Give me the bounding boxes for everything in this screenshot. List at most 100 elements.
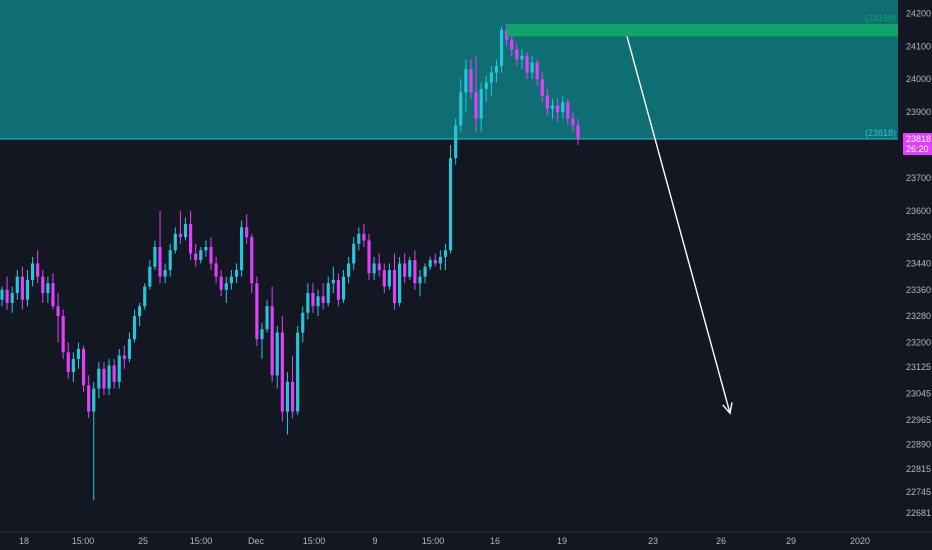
time-tick-label: 2020 [850,536,870,546]
candle-body [219,276,223,290]
candle-body [20,276,24,300]
candle-body [56,306,60,317]
price-tick-label: 23125 [906,362,931,372]
candle-body [36,263,40,277]
candle-body [469,69,473,93]
time-tick-label: 26 [716,536,726,546]
price-tick-label: 24000 [906,74,931,84]
level-label: (23818) [865,128,896,138]
candle-body [5,289,9,303]
blue-zone [0,0,898,140]
candle-body [362,233,366,241]
candle-body [403,263,407,277]
candle-body [566,102,570,119]
candle-body [280,332,284,412]
candle-body [199,250,203,261]
candle-body [41,276,45,294]
candle-body [214,263,218,277]
candle-body [474,92,478,119]
candle-body [357,233,361,244]
candle-body [540,79,544,96]
time-axis[interactable]: 18 15:00 25 15:00 Dec 15:00 9 15:00 16 19 23 26 29 20… [0,531,932,550]
candle-body [326,283,330,303]
price-tick-label: 23360 [906,285,931,295]
candle-body [260,329,264,340]
time-tick-label: 15:00 [303,536,326,546]
candle-body [245,227,249,238]
price-tick-label: 22745 [906,487,931,497]
candle-body [153,247,157,267]
price-tick-label: 23520 [906,232,931,242]
time-tick-label: 18 [19,536,29,546]
candle-body [520,56,524,60]
candle-body [459,92,463,126]
projection-arrow-line [626,36,731,414]
price-tick-label: 23700 [906,173,931,183]
candles-layer [0,23,580,501]
candle-body [408,260,412,277]
candle-body [510,39,514,50]
price-axis-background [898,0,932,550]
time-tick-label: 19 [557,536,567,546]
price-tick-label: 22815 [906,464,931,474]
candle-body [311,293,315,307]
candle-body [255,283,259,340]
candle-body [148,266,152,287]
current-price-countdown: 26:20 [906,144,929,154]
level-label: (24168) [865,13,896,23]
candle-body [194,253,198,261]
candle-body [352,243,356,264]
candle-body [265,306,269,330]
candle-body [209,247,213,264]
candle-body [321,296,325,303]
candle-body [102,368,106,389]
zones-layer [0,0,898,140]
candle-body [163,270,167,277]
candle-body [15,276,19,294]
candle-body [499,29,504,66]
candle-body [525,56,529,73]
candle-body [535,62,539,80]
candle-body [285,381,290,412]
candle-body [122,355,126,359]
projection-arrowhead [722,402,733,415]
candle-body [301,312,305,333]
price-axis[interactable]: 24200 24100 24000 23900 23700 23600 23520 23440… [898,0,932,550]
current-price-value: 23818 [906,134,931,144]
candle-body [270,306,274,376]
candle-body [25,279,30,300]
price-tick-label: 22890 [906,439,931,449]
price-tick-label: 23440 [906,258,931,268]
price-tick-label: 24200 [906,8,931,18]
candle-body [484,82,488,90]
candle-body [81,349,86,386]
candle-body [189,223,193,254]
price-tick-label: 24100 [906,41,931,51]
time-tick-label: 29 [786,536,796,546]
candle-body [413,260,417,284]
price-tick-label: 22681 [906,508,931,518]
candle-body [97,368,101,389]
candle-body [438,256,442,264]
candle-body [204,247,208,251]
candle-body [76,349,81,359]
time-axis-background [0,532,932,550]
candle-body [239,227,244,271]
candle-body [571,118,575,126]
candle-body [296,332,300,412]
candle-body [423,266,427,277]
candle-body [290,381,295,412]
candle-body [336,279,341,300]
candle-body [316,296,320,307]
time-tick-label: 9 [372,536,377,546]
candle-body [112,365,116,382]
price-tick-label: 23280 [906,311,931,321]
candle-body [51,283,55,307]
candle-body [576,125,580,140]
candle-body [545,95,549,109]
time-tick-label: 25 [138,536,148,546]
candle-body [250,237,254,284]
candle-body [489,72,493,83]
time-tick-label: 15:00 [190,536,213,546]
